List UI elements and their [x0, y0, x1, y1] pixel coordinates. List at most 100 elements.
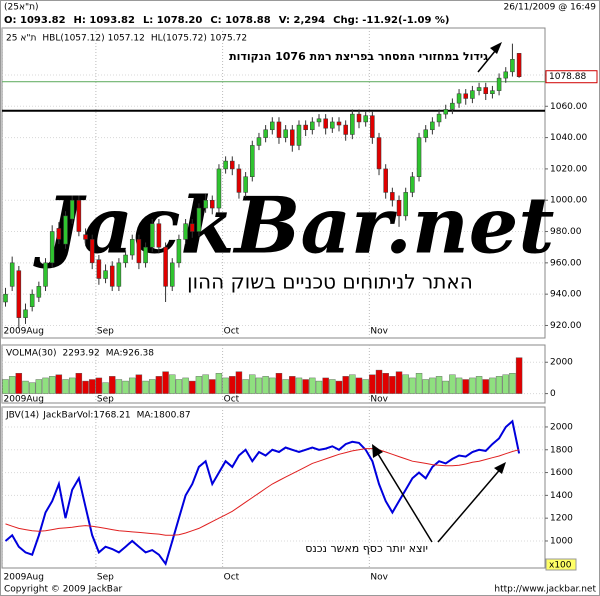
x-tick-label: Nov: [370, 573, 388, 583]
candle-body: [83, 234, 88, 240]
candle-body: [350, 113, 355, 135]
y-tick-label: 980.00: [550, 227, 582, 237]
volume-bar: [35, 379, 43, 394]
volume-bar: [309, 377, 316, 394]
volume-bar: [22, 380, 29, 394]
volume-bar: [229, 376, 236, 394]
legend-item: JackBarVol:1768.21: [42, 411, 130, 421]
candle-body: [503, 71, 508, 79]
volume-bar: [135, 374, 143, 394]
candle-body: [443, 109, 448, 115]
candle-body: [236, 168, 242, 193]
candle-body: [330, 121, 335, 129]
annotation-arrow: [437, 465, 504, 543]
candle-body: [149, 223, 155, 248]
panel-frame: [1, 406, 546, 569]
arrow-head: [494, 462, 506, 474]
legend-item: 2293.92: [63, 349, 100, 359]
volume-bar: [335, 380, 343, 394]
volume-bar: [162, 371, 169, 394]
candle-body: [63, 215, 68, 245]
volume-bar: [102, 382, 109, 394]
candle-body: [410, 176, 415, 193]
volume-bar: [415, 373, 423, 394]
volume-bar: [122, 380, 129, 394]
volume-bar: [269, 377, 276, 394]
candle-body: [396, 199, 402, 217]
volume-bar: [455, 377, 463, 394]
y-tick-label: 1200: [550, 514, 573, 524]
candle-body: [243, 176, 248, 193]
candle-body: [276, 121, 282, 138]
candle-body: [223, 160, 228, 170]
volume-bar: [435, 376, 443, 394]
volume-bar: [289, 376, 296, 394]
watermark-subtitle: האתר לניתוחים טכניים בשוק ההון: [187, 270, 473, 294]
volume-bar: [262, 376, 269, 394]
x-tick-label: Nov: [370, 395, 388, 405]
volume-bar: [375, 369, 383, 394]
y-tick-label: 1400: [550, 491, 573, 501]
volume-bar: [495, 376, 503, 394]
candle-body: [483, 87, 488, 95]
volume-bar: [369, 374, 376, 394]
volume-bar: [149, 379, 156, 394]
volume-bar: [109, 376, 116, 394]
volume-bar: [42, 377, 49, 394]
volume-bar: [489, 377, 496, 394]
candle-body: [490, 90, 495, 95]
candle-body: [470, 90, 475, 99]
volume-bar: [8, 376, 16, 394]
candle-body: [96, 259, 102, 279]
candle-body: [250, 145, 255, 177]
volume-bar: [462, 379, 469, 394]
volume-bar: [442, 380, 449, 394]
volume-bar: [2, 379, 9, 394]
candle-body: [216, 168, 222, 209]
candle-body: [290, 129, 295, 146]
candle-body: [310, 121, 315, 131]
volume-bar: [115, 379, 123, 394]
volume-bar: [389, 376, 396, 394]
x-tick-label: Sep: [97, 395, 114, 405]
volume-bar: [449, 374, 456, 394]
candle-body: [476, 87, 482, 91]
indicator-line: [5, 448, 520, 536]
annotation: גידול במחזורי המסחר בפריצת רמת 1076 הנקו…: [229, 50, 488, 63]
x-tick-label: Nov: [370, 327, 388, 337]
candle-body: [270, 121, 275, 131]
candle-body: [296, 124, 302, 146]
candle-body: [43, 262, 48, 287]
volume-bar: [475, 376, 483, 394]
candle-body: [510, 59, 515, 73]
volume-bar: [169, 374, 176, 394]
legend-value: 1075.72: [210, 34, 247, 44]
candle-body: [436, 113, 442, 123]
indicator-line: [4, 419, 521, 567]
volume-bar: [422, 379, 429, 394]
symbol: (25ת"א): [4, 3, 39, 13]
y-tick-label: 1020.00: [550, 164, 587, 174]
volume-bar: [402, 374, 409, 394]
url: http://www.jackbar.net: [494, 585, 596, 595]
candle-body: [383, 168, 388, 193]
candle-body: [263, 129, 268, 138]
candle-body: [256, 137, 262, 146]
candle-body: [109, 265, 115, 287]
annotation: יוצא יותר כסף מאשר נכנס: [305, 542, 428, 555]
volume-bar: [502, 374, 509, 394]
y-tick-label: 960.00: [550, 258, 582, 268]
candle-body: [196, 207, 202, 232]
candle-body: [230, 160, 235, 170]
volume-bar: [509, 373, 516, 394]
y-tick-label: 1040.00: [550, 133, 587, 143]
candle-body: [129, 239, 135, 256]
candle-body: [370, 115, 375, 138]
y-tick-label: 1600: [550, 468, 573, 478]
legend-item: MA:926.38: [106, 349, 155, 359]
volume-bar: [355, 377, 363, 394]
volume-bar: [222, 377, 229, 394]
candle-body: [323, 118, 328, 129]
